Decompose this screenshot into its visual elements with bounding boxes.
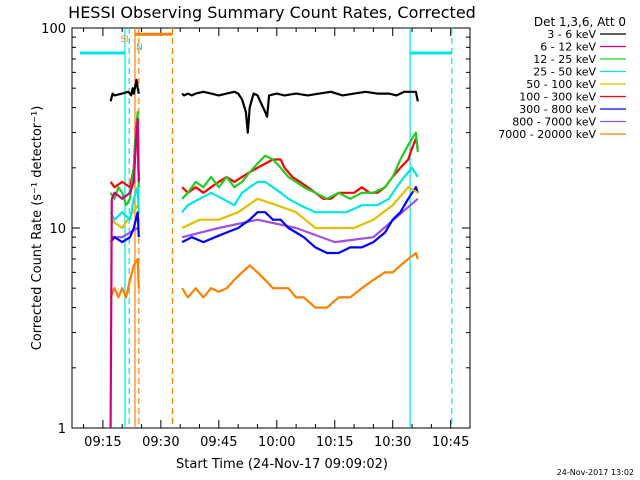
chart-title: HESSI Observing Summary Count Rates, Cor… <box>68 3 476 22</box>
series-line <box>109 204 139 230</box>
legend-label: 50 - 100 keV <box>526 78 596 91</box>
series-line <box>181 186 419 255</box>
x-tick-label: 10:00 <box>258 435 295 450</box>
annotations: SI N <box>120 35 143 53</box>
series-line <box>181 186 419 230</box>
legend-header: Det 1,3,6, Att 0 <box>534 15 626 29</box>
legend-label: 25 - 50 keV <box>533 66 596 79</box>
legend-label: 6 - 12 keV <box>540 41 596 54</box>
series-line <box>181 90 419 134</box>
annotation-n: N <box>136 43 143 53</box>
x-tick-label: 09:45 <box>200 435 237 450</box>
annotation-si: SI <box>120 35 128 45</box>
legend-label: 12 - 25 keV <box>533 53 596 66</box>
series-line <box>109 118 140 429</box>
x-axis-label: Start Time (24-Nov-17 09:09:02) <box>176 457 388 472</box>
y-tick-label: 1 <box>58 422 66 437</box>
series-line <box>181 131 419 200</box>
x-tick-label: 10:15 <box>316 435 353 450</box>
x-tick-label: 09:30 <box>142 435 179 450</box>
x-tick-label: 09:15 <box>84 435 121 450</box>
y-tick-label: 10 <box>49 222 66 237</box>
series-line <box>181 137 419 200</box>
series-line <box>181 166 419 214</box>
y-tick-label: 100 <box>41 22 66 37</box>
series-line <box>109 78 140 102</box>
series-line <box>109 257 140 299</box>
x-tick-label: 10:30 <box>374 435 411 450</box>
series-line <box>181 197 419 244</box>
x-tick-label: 10:45 <box>432 435 469 450</box>
footer-timestamp: 24-Nov-2017 13:02 <box>557 468 634 477</box>
axis-ticks: 1 10 100 09:15 09:30 09:45 10:00 10:15 10:30 10:4… <box>41 22 471 450</box>
series-line <box>181 251 419 309</box>
legend-label: 300 - 800 keV <box>519 103 596 116</box>
legend-label: 3 - 6 keV <box>547 28 596 41</box>
legend-label: 100 - 300 keV <box>519 91 596 104</box>
data-series <box>109 78 419 429</box>
y-axis-label: Corrected Count Rate (s⁻¹ detector⁻¹) <box>30 106 45 351</box>
legend-label: 800 - 7000 keV <box>512 116 596 129</box>
legend-label: 7000 - 20000 keV <box>498 128 596 141</box>
